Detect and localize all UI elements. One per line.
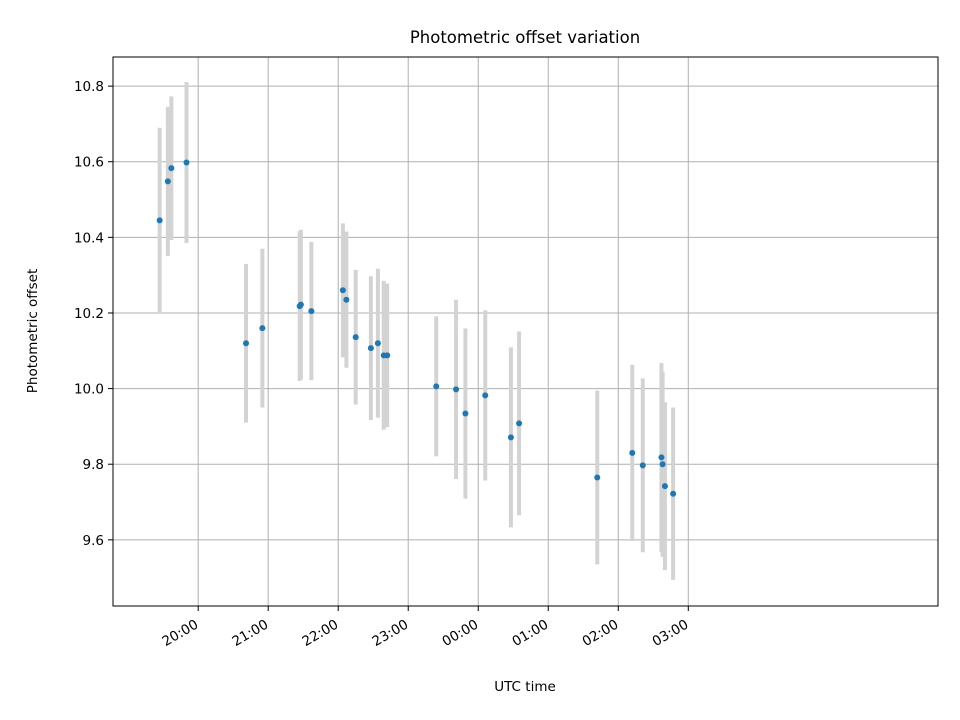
data-point [462, 410, 469, 417]
data-point [297, 301, 304, 308]
y-tick-label: 10.0 [74, 382, 104, 398]
data-point [352, 334, 359, 341]
y-axis-label: Photometric offset [25, 269, 41, 393]
data-point [629, 449, 636, 456]
data-point [183, 159, 190, 166]
y-tick-label: 9.6 [83, 533, 104, 549]
x-tick-label: 20:00 [159, 617, 201, 650]
data-point [639, 462, 646, 469]
data-point [594, 474, 601, 481]
data-point [164, 178, 171, 185]
chart-title: Photometric offset variation [410, 28, 640, 47]
data-point [367, 345, 374, 352]
data-point [658, 454, 665, 461]
x-tick-label: 01:00 [510, 617, 552, 650]
data-point [453, 386, 460, 393]
x-tick-label: 23:00 [370, 617, 412, 650]
y-tick-label: 9.8 [83, 457, 104, 473]
x-axis-label: UTC time [494, 679, 556, 695]
data-point [339, 287, 346, 294]
data-point [516, 420, 523, 427]
data-point [168, 165, 175, 172]
data-point [343, 296, 350, 303]
x-tick-label: 22:00 [300, 617, 342, 650]
data-point [308, 308, 315, 315]
data-points [156, 159, 677, 497]
data-point [670, 490, 677, 497]
data-point [243, 340, 250, 347]
data-point [482, 392, 489, 399]
data-point [384, 352, 391, 359]
x-tick-label: 02:00 [580, 617, 622, 650]
grid [113, 57, 938, 606]
data-point [661, 483, 668, 490]
data-point [659, 461, 666, 468]
x-tick-label: 03:00 [650, 617, 692, 650]
y-tick-label: 10.2 [74, 306, 104, 322]
data-point [374, 340, 381, 347]
data-point [507, 434, 514, 441]
x-tick-label: 21:00 [230, 617, 272, 650]
y-tick-label: 10.6 [74, 155, 104, 171]
plot-area-frame [112, 56, 939, 607]
data-point [156, 217, 163, 224]
y-tick-label: 10.8 [74, 79, 104, 95]
data-point [259, 325, 266, 332]
y-tick-label: 10.4 [74, 230, 104, 246]
error-bars [157, 81, 676, 580]
data-point [433, 383, 440, 390]
x-tick-label: 00:00 [440, 617, 482, 650]
